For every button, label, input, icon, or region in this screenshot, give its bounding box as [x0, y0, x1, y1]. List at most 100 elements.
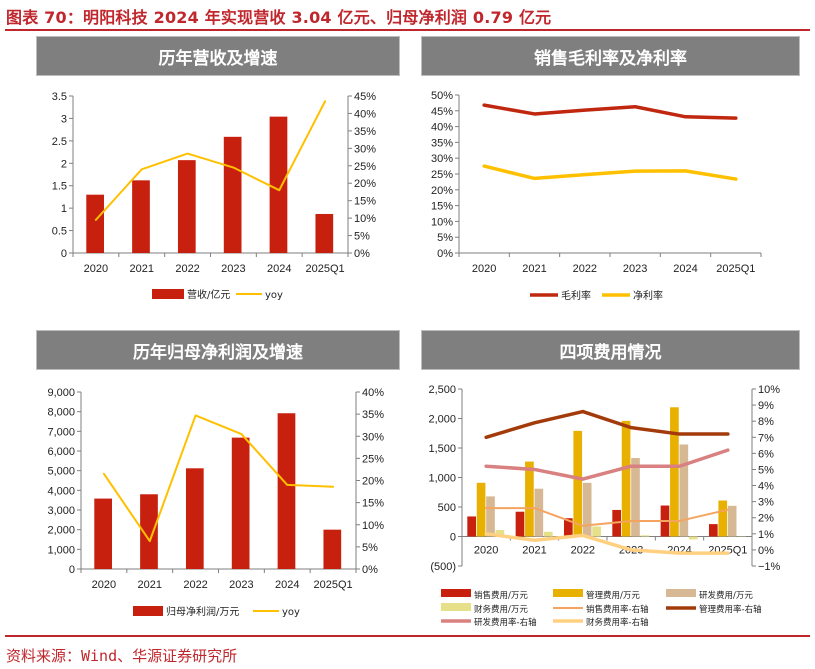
- title-divider: [5, 29, 810, 31]
- legend-swatch: [441, 589, 471, 597]
- y-tick-label: 2: [61, 158, 67, 170]
- y2-tick-label: 4%: [758, 481, 774, 493]
- panel-header-margin: 销售毛利率及净利率: [421, 36, 800, 76]
- legend-label: 销售费用率-右轴: [586, 604, 649, 615]
- y2-tick-label: 0%: [354, 248, 370, 260]
- y2-tick-label: 0%: [362, 564, 378, 576]
- bar: [323, 529, 342, 569]
- y2-tick-label: 15%: [354, 196, 376, 208]
- y-tick-label: 1,000: [47, 544, 75, 556]
- legend-label: 研发费用/万元: [699, 590, 753, 601]
- legend-label: 管理费用率-右轴: [699, 604, 762, 615]
- y-tick-label: 500: [438, 502, 456, 514]
- legend-label: 财务费用率-右轴: [586, 617, 649, 628]
- x-tick-label: 2022: [183, 579, 207, 591]
- legend-label: 营收/亿元: [187, 288, 230, 301]
- y2-tick-label: 9%: [758, 400, 774, 412]
- y-tick-label: 7,000: [47, 426, 75, 438]
- y-tick-label: 2.5: [52, 136, 67, 148]
- bar: [708, 524, 718, 537]
- x-tick-label: 2021: [522, 545, 546, 557]
- bar: [534, 488, 544, 537]
- bar: [185, 468, 204, 569]
- bar: [140, 494, 158, 569]
- y-tick-label: 3.5: [52, 91, 67, 103]
- y-tick-label: 5%: [437, 232, 453, 244]
- legend-swatch: [666, 589, 696, 597]
- y2-tick-label: 15%: [362, 498, 384, 510]
- y2-tick-label: 30%: [354, 143, 376, 155]
- source-note: 资料来源：Wind、华源证券研究所: [6, 647, 238, 665]
- bar: [582, 482, 592, 537]
- x-tick-label: 2022: [573, 263, 597, 275]
- y-tick-label: (500): [430, 561, 456, 573]
- y2-tick-label: 25%: [362, 453, 384, 465]
- series-line: [484, 448, 730, 481]
- y2-tick-label: −1%: [758, 561, 781, 573]
- y2-tick-label: 20%: [362, 476, 384, 488]
- y2-tick-label: 3%: [758, 497, 774, 509]
- bar: [727, 505, 737, 537]
- series-line: [485, 507, 729, 527]
- x-tick-label: 2024: [275, 579, 299, 591]
- series-line: [484, 409, 730, 440]
- x-tick-label: 2024: [673, 263, 697, 275]
- x-tick-label: 2020: [84, 263, 108, 275]
- y-tick-label: 35%: [431, 137, 453, 149]
- y-tick-label: 0: [61, 248, 67, 260]
- bar: [515, 511, 525, 537]
- y-tick-label: 25%: [431, 169, 453, 181]
- bar: [86, 194, 105, 253]
- bar: [277, 413, 296, 569]
- y2-tick-label: 10%: [354, 213, 376, 225]
- x-tick-label: 2021: [130, 263, 154, 275]
- y2-tick-label: 7%: [758, 432, 774, 444]
- y2-tick-label: 1%: [758, 529, 774, 541]
- bar: [495, 530, 505, 537]
- panel-header-expenses: 四项费用情况: [421, 330, 800, 370]
- bar: [563, 518, 573, 537]
- y-tick-label: 2,000: [47, 525, 75, 537]
- y2-tick-label: 2%: [758, 513, 774, 525]
- y-tick-label: 3: [61, 113, 67, 125]
- bar: [525, 461, 534, 537]
- bar: [543, 531, 553, 537]
- x-tick-label: 2020: [474, 545, 498, 557]
- y2-tick-label: 0%: [758, 545, 774, 557]
- y-tick-label: 6,000: [47, 446, 75, 458]
- legend-label: 毛利率: [561, 289, 591, 302]
- bar: [231, 437, 250, 569]
- x-tick-label: 2023: [623, 263, 647, 275]
- legend-swatch: [152, 289, 184, 299]
- y2-tick-label: 5%: [758, 464, 774, 476]
- y-tick-label: 0%: [437, 248, 453, 260]
- bar: [486, 496, 495, 537]
- y-tick-label: 10%: [431, 216, 453, 228]
- y-tick-label: 40%: [431, 122, 453, 134]
- y-tick-label: 20%: [431, 185, 453, 197]
- y-tick-label: 5,000: [47, 466, 75, 478]
- x-tick-label: 2025Q1: [314, 579, 353, 591]
- y-tick-label: 9,000: [47, 387, 75, 399]
- y-tick-label: 1,000: [428, 473, 456, 485]
- series-line: [102, 414, 335, 543]
- y2-tick-label: 10%: [758, 384, 780, 396]
- legend-label: yoy: [265, 290, 283, 301]
- bar: [132, 180, 150, 253]
- legend-label: 财务费用/万元: [474, 604, 528, 615]
- y2-tick-label: 35%: [354, 126, 376, 138]
- series-line: [94, 100, 327, 221]
- x-tick-label: 2023: [221, 263, 245, 275]
- x-tick-label: 2025Q1: [306, 263, 345, 275]
- y-tick-label: 2,000: [428, 414, 456, 426]
- x-tick-label: 2025Q1: [716, 263, 755, 275]
- y2-tick-label: 30%: [362, 431, 384, 443]
- y2-tick-label: 25%: [354, 161, 376, 173]
- y-tick-label: 8,000: [47, 407, 75, 419]
- legend-label: 管理费用/万元: [586, 590, 640, 601]
- bar: [269, 116, 288, 254]
